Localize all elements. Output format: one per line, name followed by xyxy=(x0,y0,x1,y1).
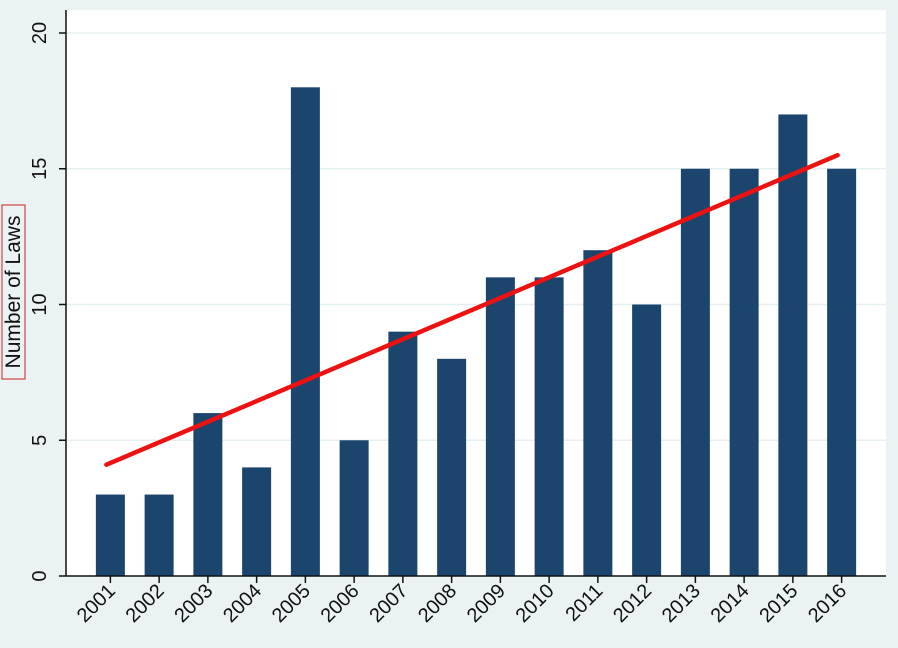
bar-2009 xyxy=(485,277,515,576)
y-tick-label: 10 xyxy=(29,293,51,315)
bar-2006 xyxy=(339,440,369,576)
y-tick-label: 5 xyxy=(29,435,51,446)
y-axis-title-box xyxy=(1,204,26,380)
bar-2007 xyxy=(388,331,418,576)
bar-2016 xyxy=(827,168,857,576)
bars xyxy=(95,87,857,577)
bar-2010 xyxy=(534,277,564,576)
bar-2008 xyxy=(437,358,467,576)
bar-2004 xyxy=(242,467,272,576)
bar-2011 xyxy=(583,250,613,576)
bar-2013 xyxy=(680,168,710,576)
y-tick-label: 15 xyxy=(29,158,51,180)
bar-2001 xyxy=(95,494,125,576)
bar-2002 xyxy=(144,494,174,576)
bar-2015 xyxy=(778,114,808,576)
bar-2005 xyxy=(290,87,320,577)
y-axis-title: Number of Laws xyxy=(2,216,25,369)
y-axis-title-group: Number of Laws xyxy=(1,204,26,380)
bar-2012 xyxy=(632,304,662,576)
bar-2014 xyxy=(729,168,759,576)
y-tick-label: 0 xyxy=(29,570,51,581)
trend-line xyxy=(104,152,840,467)
y-tick-label: 20 xyxy=(29,22,51,44)
y-tick-labels: 0 5 10 15 20 xyxy=(29,22,51,582)
axes xyxy=(59,10,886,583)
plot-area xyxy=(66,10,886,576)
bar-2003 xyxy=(193,413,223,576)
